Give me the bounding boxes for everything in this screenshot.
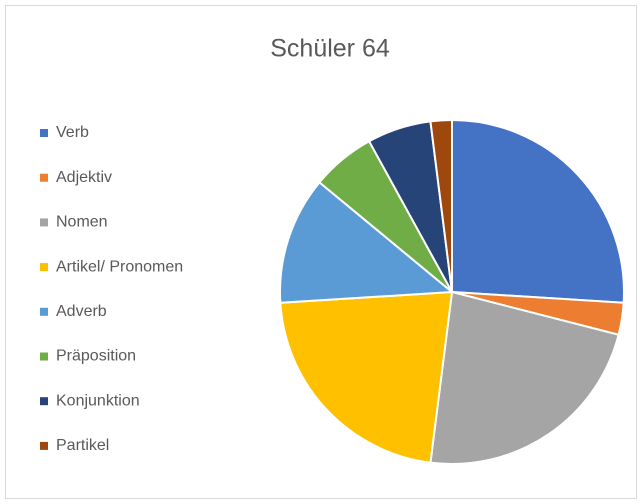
- legend-label: Konjunktion: [56, 392, 140, 409]
- pie-slice: [451, 118, 625, 304]
- legend-swatch: [40, 352, 48, 361]
- pie-slice: [279, 290, 454, 464]
- legend-swatch: [40, 129, 48, 137]
- legend-label: Partikel: [56, 437, 109, 454]
- chart-title: Schüler 64: [270, 35, 390, 63]
- legend-swatch: [40, 263, 48, 272]
- legend-swatch: [40, 397, 48, 406]
- legend-swatch: [40, 441, 48, 450]
- legend-swatch: [40, 173, 48, 182]
- legend-label: Präposition: [56, 348, 136, 365]
- legend-label: Nomen: [56, 214, 108, 231]
- legend-swatch: [40, 218, 48, 227]
- pie-slice: [429, 290, 620, 465]
- pie-slice: [429, 118, 453, 293]
- legend-label: Verb: [56, 124, 89, 141]
- legend-label: Adverb: [56, 303, 107, 320]
- legend-label: Adjektiv: [56, 169, 112, 186]
- legend-label: Artikel/ Pronomen: [56, 258, 183, 275]
- legend-swatch: [40, 307, 48, 316]
- pie-slice: [279, 180, 455, 304]
